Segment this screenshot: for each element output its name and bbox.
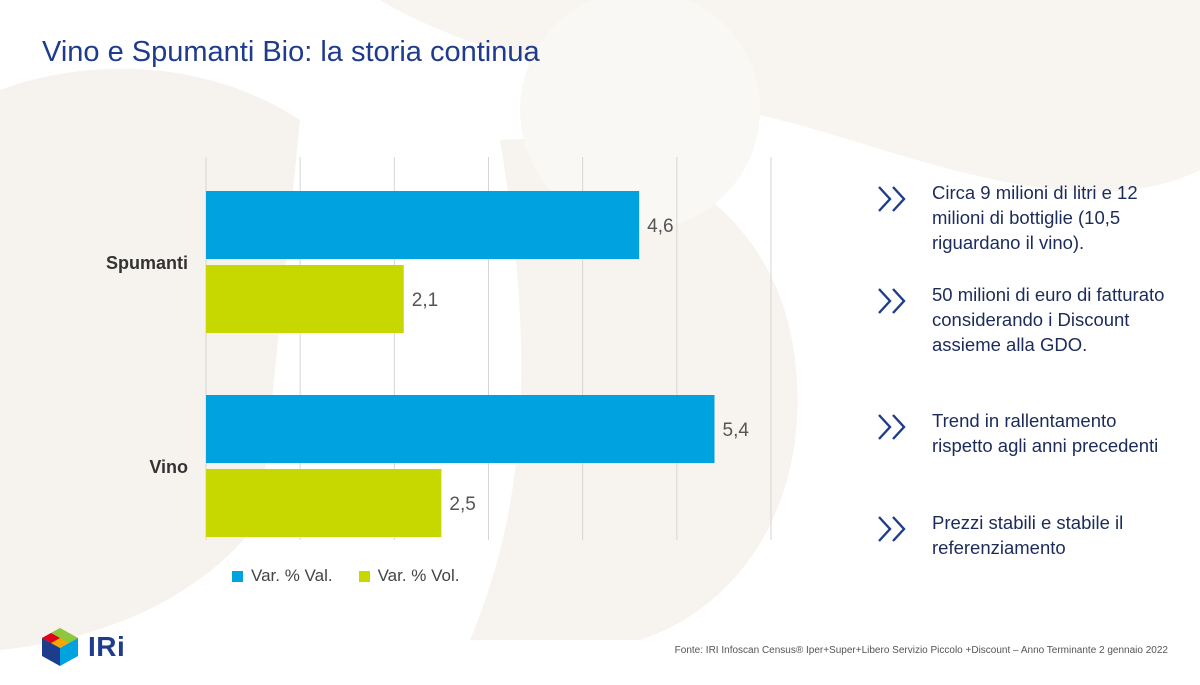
bullet-item: Prezzi stabili e stabile il referenziame… [876, 510, 1176, 560]
legend-swatch-vol [358, 570, 370, 582]
chart-labels: Spumanti 4,6 2,1 Vino 5,4 2,5 [106, 216, 749, 515]
double-chevron-right-icon [876, 282, 932, 357]
legend-swatch-val [232, 570, 243, 582]
category-label: Vino [149, 457, 188, 477]
bar-vol-spumanti [206, 265, 404, 333]
legend-label-val: Var. % Val. [251, 566, 333, 585]
category-label: Spumanti [106, 253, 188, 273]
bullet-text: Prezzi stabili e stabile il referenziame… [932, 512, 1124, 558]
data-label: 2,5 [449, 494, 475, 515]
data-label: 4,6 [647, 216, 673, 237]
cube-logo-icon [42, 628, 78, 666]
bullet-text: Trend in rallentamento rispetto agli ann… [932, 410, 1159, 456]
legend-label-vol: Var. % Vol. [377, 566, 460, 585]
chart-legend: Var. % Val. Var. % Vol. [232, 566, 459, 586]
source-note: Fonte: IRI Infoscan Census® Iper+Super+L… [674, 645, 1168, 656]
double-chevron-right-icon [876, 408, 932, 458]
double-chevron-right-icon [876, 180, 932, 255]
page-title: Vino e Spumanti Bio: la storia continua [42, 36, 540, 68]
bullet-text: 50 milioni di euro di fatturato consider… [932, 284, 1165, 355]
bullet-item: 50 milioni di euro di fatturato consider… [876, 282, 1176, 357]
bar-val-vino [206, 395, 715, 463]
data-label: 5,4 [723, 420, 750, 441]
bullet-item: Circa 9 milioni di litri e 12 milioni di… [876, 180, 1176, 255]
logo-text: IRi [88, 631, 126, 662]
chart-bars [206, 191, 715, 537]
data-label: 2,1 [412, 290, 438, 311]
iri-logo: IRi [40, 626, 125, 668]
bullet-text: Circa 9 milioni di litri e 12 milioni di… [932, 182, 1138, 253]
legend-item-val: Var. % Val. [232, 566, 333, 586]
bullet-item: Trend in rallentamento rispetto agli ann… [876, 408, 1176, 458]
bar-vol-vino [206, 469, 442, 537]
legend-item-vol: Var. % Vol. [358, 566, 460, 586]
bar-val-spumanti [206, 191, 640, 259]
double-chevron-right-icon [876, 510, 932, 560]
